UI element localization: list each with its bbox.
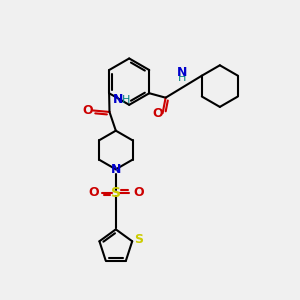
- Text: O: O: [82, 104, 93, 117]
- Text: S: S: [134, 233, 143, 246]
- Text: O: O: [88, 186, 98, 199]
- Text: N: N: [177, 66, 188, 79]
- Text: S: S: [111, 185, 121, 200]
- Text: O: O: [152, 106, 163, 120]
- Text: O: O: [133, 186, 144, 199]
- Text: H: H: [178, 74, 186, 83]
- Text: N: N: [111, 164, 121, 176]
- Text: N: N: [112, 93, 123, 106]
- Text: H: H: [122, 95, 130, 105]
